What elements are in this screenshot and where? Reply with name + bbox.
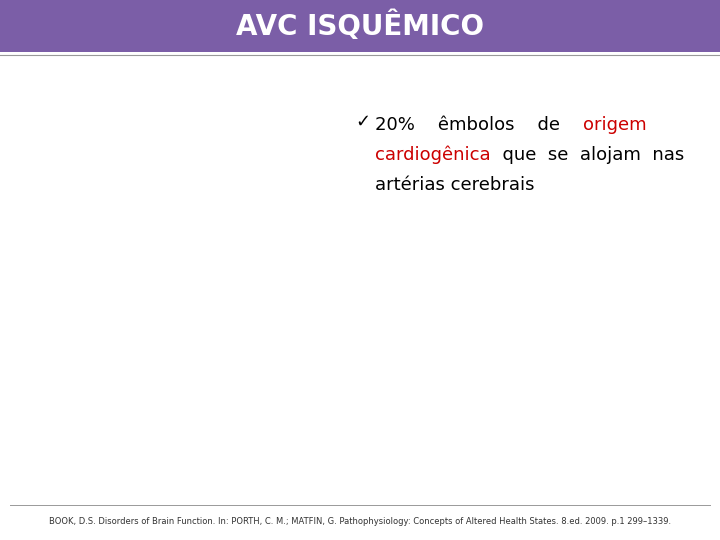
Text: artérias cerebrais: artérias cerebrais	[375, 176, 534, 194]
Text: BOOK, D.S. Disorders of Brain Function. In: PORTH, C. M.; MATFIN, G. Pathophysio: BOOK, D.S. Disorders of Brain Function. …	[49, 517, 671, 526]
Text: ✓: ✓	[355, 113, 370, 131]
Text: origem: origem	[583, 116, 647, 134]
Text: 20%    êmbolos    de: 20% êmbolos de	[375, 116, 583, 134]
Text: que  se  alojam  nas: que se alojam nas	[490, 146, 684, 164]
Bar	[0, 0, 720, 52]
Text: AVC ISQUÊMICO: AVC ISQUÊMICO	[236, 11, 484, 41]
Text: cardiogênica: cardiogênica	[375, 146, 490, 164]
